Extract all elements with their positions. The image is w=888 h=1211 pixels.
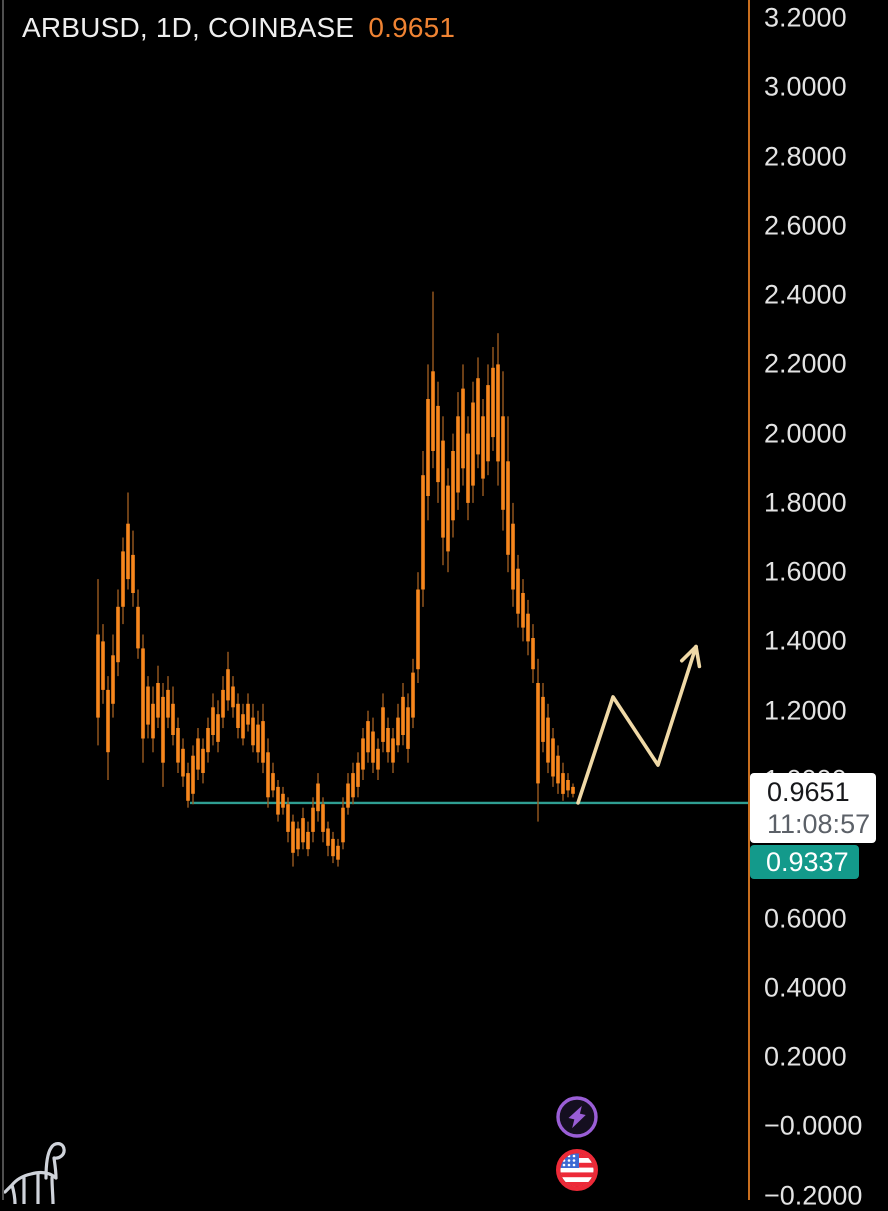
symbol-title: ARBUSD, 1D, COINBASE	[22, 12, 355, 43]
price-tick: 0.4000	[764, 972, 847, 1003]
arrow-head	[694, 644, 702, 669]
lightning-icon	[556, 1096, 598, 1138]
level-price-label: 0.9337	[766, 847, 849, 877]
price-tick: 1.4000	[764, 625, 847, 656]
current-price-label: 0.9651	[767, 777, 850, 807]
trend-arrow-drawing[interactable]	[576, 644, 698, 805]
price-tick: 2.8000	[764, 141, 847, 171]
price-tick: 2.0000	[764, 418, 847, 449]
price-tick: 0.6000	[764, 903, 847, 933]
candlestick-series	[96, 291, 575, 867]
chart-legend[interactable]: ARBUSD, 1D, COINBASE 0.9651	[22, 12, 455, 44]
screen-edge-line	[2, 0, 4, 1200]
price-axis[interactable]: 3.2000 3.0000 2.8000 2.6000 2.4000 2.2000 2.00…	[748, 0, 888, 1210]
lightning-button[interactable]	[555, 1095, 599, 1139]
last-price-value: 0.9651	[368, 12, 456, 43]
price-tick: 0.2000	[764, 1041, 847, 1072]
us-flag-icon	[556, 1149, 598, 1191]
us-flag-button[interactable]	[555, 1148, 599, 1192]
bar-countdown-label: 11:08:57	[767, 809, 871, 839]
price-tick: 2.2000	[764, 348, 847, 379]
price-tick: −0.2000	[764, 1180, 863, 1211]
level-price-badge: 0.9337	[750, 845, 859, 879]
price-tick: 3.0000	[764, 71, 847, 102]
price-tick: −0.0000	[764, 1110, 863, 1141]
price-tick: 1.2000	[764, 695, 847, 726]
price-tick: 2.4000	[764, 279, 847, 310]
price-tick: 2.6000	[764, 210, 847, 241]
price-tick: 1.8000	[764, 487, 847, 518]
price-tick: 1.6000	[764, 556, 847, 587]
dinosaur-logo	[3, 1140, 66, 1209]
arrow-head	[679, 644, 698, 663]
current-price-badge: 0.9651 11:08:57	[750, 773, 876, 843]
dinosaur-icon	[3, 1142, 66, 1206]
price-tick: 3.2000	[764, 2, 847, 33]
